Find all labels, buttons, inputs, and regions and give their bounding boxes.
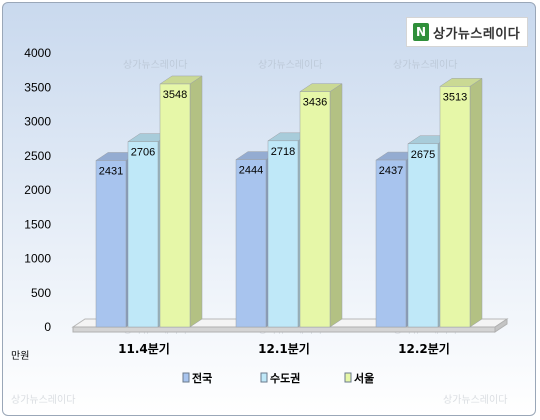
data-label: 2675 [411,149,435,161]
bar [159,75,203,328]
bar-side [189,75,203,328]
data-label: 2437 [379,165,403,177]
bar-front [95,160,127,328]
data-label: 2706 [131,147,155,159]
y-tick-label: 3500 [24,80,51,94]
bar-side [329,83,343,328]
watermark-text: 상가뉴스레이다 [123,59,187,71]
data-label: 2718 [271,146,295,158]
data-label: 2444 [239,165,263,177]
legend-item: 서울 [344,371,374,385]
legend: 전국 수도권 서울 [182,371,374,385]
bar-front [299,91,331,328]
y-tick-label: 2000 [24,183,51,197]
bar-front [235,159,267,328]
bar-front [375,159,407,328]
legend-item: 수도권 [260,372,300,385]
bar [439,77,483,328]
bar-front [127,141,159,328]
watermark-text: 상가뉴스레이다 [258,59,322,71]
logo-text: 상가뉴스레이다 [433,26,521,42]
y-tick-label: 1000 [24,252,51,266]
y-tick-label: 1500 [24,217,51,231]
y-tick-label: 3000 [24,115,51,129]
plot-area: 2431 2706 3548 2444 2718 3436 2437 2675 3513 [71,75,509,333]
logo-mark-icon: N [413,23,429,41]
legend-swatch [344,372,352,383]
watermark-text: 상가뉴스레이다 [443,394,507,406]
bar-front [407,143,439,328]
legend-label: 수도권 [270,372,300,385]
watermark-text: 상가뉴스레이다 [393,59,457,71]
data-label: 3513 [443,91,467,103]
data-label: 3548 [163,89,187,101]
y-unit-label: 만원 [11,350,29,362]
bar [375,151,419,328]
bar-front [267,140,299,328]
watermark-text: 상가뉴스레이다 [11,394,75,406]
legend-label: 서울 [354,371,374,385]
x-tick-label: 12.1분기 [258,341,310,356]
floor-front [72,326,496,333]
bar-chart: 상가뉴스레이다상가뉴스레이다상가뉴스레이다상가뉴스레이다상가뉴스레이다상가뉴스레… [11,46,509,406]
x-tick-label: 11.4분기 [118,341,170,356]
y-tick-label: 2500 [24,149,51,163]
y-tick-label: 4000 [24,46,51,60]
data-label: 2431 [99,165,123,177]
floor-side [494,318,508,333]
data-label: 3436 [303,97,327,109]
y-tick-label: 0 [44,320,51,334]
y-axis: 0 500 1000 1500 2000 2500 3000 3500 4000 만원 [11,46,51,362]
bar [299,83,343,328]
legend-label: 전국 [192,371,212,385]
bar-front [159,83,191,328]
bar-front [439,86,471,328]
legend-item: 전국 [182,371,212,385]
x-axis: 11.4분기 12.1분기 12.2분기 [118,341,450,356]
bar-side [469,77,483,328]
x-tick-label: 12.2분기 [398,341,450,356]
y-tick-label: 500 [31,286,51,300]
legend-swatch [182,372,190,383]
logo-badge: N 상가뉴스레이다 [406,17,528,47]
legend-swatch [260,372,268,383]
chart-frame: N 상가뉴스레이다 상가뉴스레이다 상가뉴스레이다 상가뉴스레이다 상가뉴스레이다 상가… [2,2,536,416]
